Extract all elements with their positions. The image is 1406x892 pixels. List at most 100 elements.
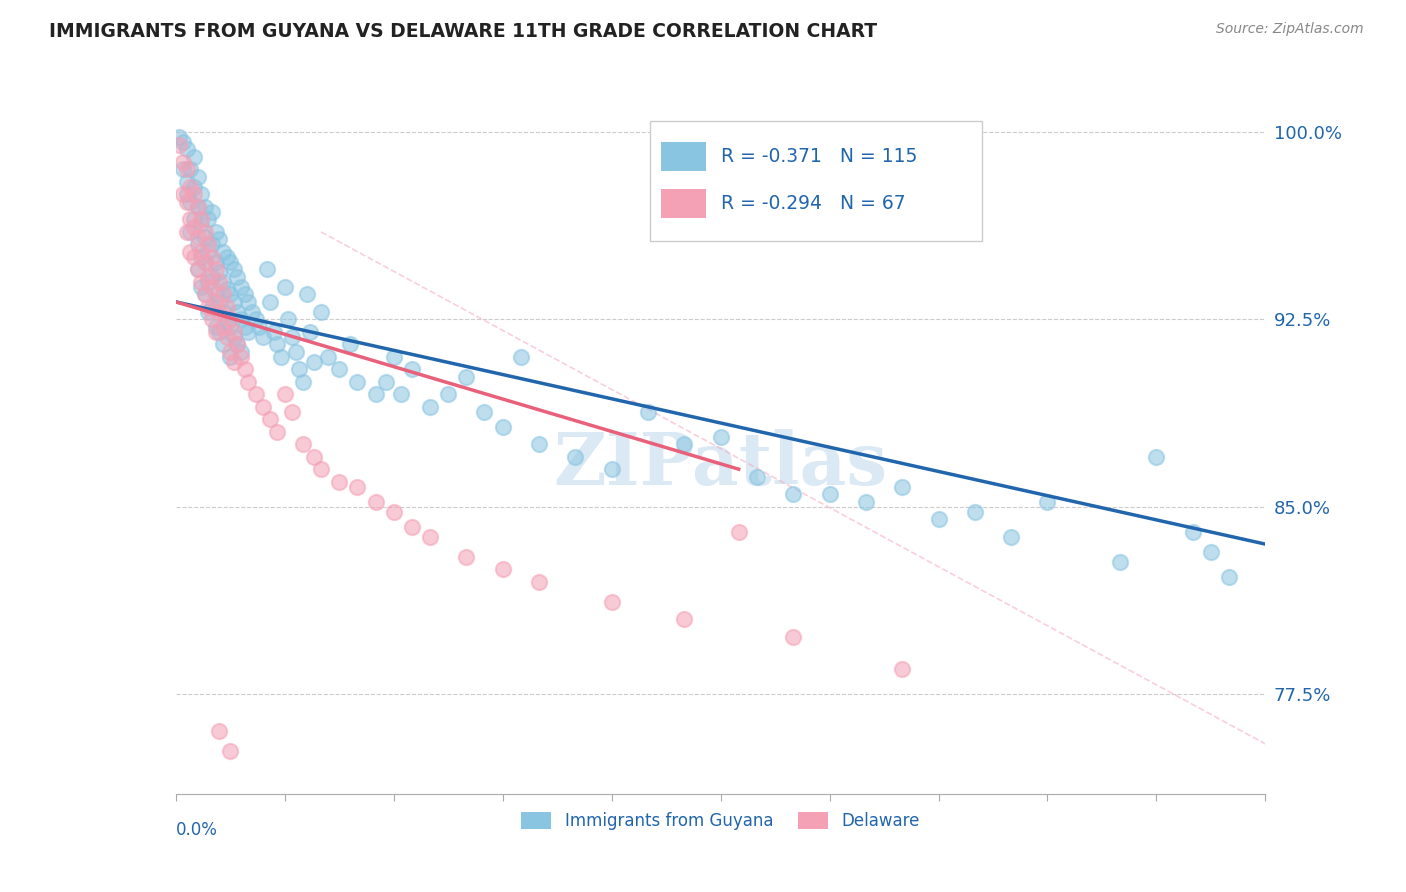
Point xyxy=(194,225,217,239)
Point xyxy=(208,305,231,319)
Point xyxy=(222,330,245,344)
Point xyxy=(710,430,733,444)
Point xyxy=(194,287,217,301)
Point xyxy=(291,437,314,451)
Point xyxy=(492,562,515,576)
Point xyxy=(212,275,235,289)
Text: IMMIGRANTS FROM GUYANA VS DELAWARE 11TH GRADE CORRELATION CHART: IMMIGRANTS FROM GUYANA VS DELAWARE 11TH … xyxy=(49,22,877,41)
Point xyxy=(186,200,209,214)
Point xyxy=(201,280,224,294)
Point xyxy=(291,375,314,389)
Point xyxy=(190,244,212,259)
Point xyxy=(208,294,231,309)
Point xyxy=(318,350,340,364)
Point xyxy=(564,450,586,464)
Point xyxy=(266,337,288,351)
Point xyxy=(247,319,270,334)
Point xyxy=(172,187,194,202)
Point xyxy=(509,350,531,364)
Text: Source: ZipAtlas.com: Source: ZipAtlas.com xyxy=(1216,22,1364,37)
Point xyxy=(782,630,804,644)
Point xyxy=(179,194,201,209)
Point xyxy=(201,205,224,219)
Point xyxy=(179,244,201,259)
Point xyxy=(328,362,350,376)
Point xyxy=(245,312,267,326)
Point xyxy=(169,130,191,145)
Point xyxy=(238,375,260,389)
Point xyxy=(252,330,274,344)
Point xyxy=(212,305,235,319)
Point xyxy=(215,282,238,296)
Text: R = -0.294   N = 67: R = -0.294 N = 67 xyxy=(721,194,905,212)
Point xyxy=(208,724,231,739)
Point xyxy=(382,350,405,364)
Point xyxy=(208,275,231,289)
Point xyxy=(183,219,205,234)
Point xyxy=(226,337,249,351)
Point xyxy=(176,175,198,189)
Point xyxy=(266,425,288,439)
Point xyxy=(197,212,219,227)
Point xyxy=(208,325,231,339)
Text: ZIPatlas: ZIPatlas xyxy=(554,429,887,500)
Point xyxy=(339,337,361,351)
Point xyxy=(204,325,226,339)
Point xyxy=(219,287,242,301)
Point xyxy=(928,512,950,526)
Point xyxy=(364,494,387,508)
Point xyxy=(231,312,253,326)
Point xyxy=(600,594,623,608)
Point xyxy=(245,387,267,401)
Point xyxy=(346,375,368,389)
Point xyxy=(527,574,550,589)
Point xyxy=(215,300,238,314)
Point xyxy=(201,312,224,326)
Point xyxy=(281,405,304,419)
Point xyxy=(456,549,478,564)
Point xyxy=(176,194,198,209)
Point xyxy=(212,319,235,334)
Point xyxy=(233,362,256,376)
FancyBboxPatch shape xyxy=(661,142,706,171)
Point xyxy=(222,355,245,369)
Point xyxy=(745,469,768,483)
Point xyxy=(172,135,194,149)
Point xyxy=(673,437,696,451)
Point xyxy=(186,262,209,277)
Point xyxy=(186,230,209,244)
Point xyxy=(346,480,368,494)
Point xyxy=(197,305,219,319)
Point xyxy=(270,350,292,364)
Point xyxy=(190,280,212,294)
Point xyxy=(288,362,311,376)
Point xyxy=(274,280,297,294)
Point xyxy=(222,294,245,309)
Point xyxy=(212,244,235,259)
Point xyxy=(226,305,249,319)
Point xyxy=(190,212,212,227)
Point xyxy=(456,369,478,384)
Point xyxy=(637,405,659,419)
Point xyxy=(179,162,201,177)
Point xyxy=(201,237,224,252)
Point xyxy=(673,612,696,626)
Point xyxy=(172,155,194,169)
Point xyxy=(263,325,285,339)
Point xyxy=(295,287,318,301)
Point xyxy=(299,325,322,339)
Point xyxy=(172,162,194,177)
Point xyxy=(201,300,224,314)
Point xyxy=(252,400,274,414)
Point xyxy=(197,244,219,259)
Point xyxy=(208,232,231,246)
Point xyxy=(197,300,219,314)
Point xyxy=(238,294,260,309)
Point xyxy=(204,255,226,269)
Point xyxy=(197,237,219,252)
Point xyxy=(204,287,226,301)
Point xyxy=(375,375,398,389)
Point xyxy=(194,200,217,214)
Point xyxy=(212,337,235,351)
Point xyxy=(186,169,209,184)
